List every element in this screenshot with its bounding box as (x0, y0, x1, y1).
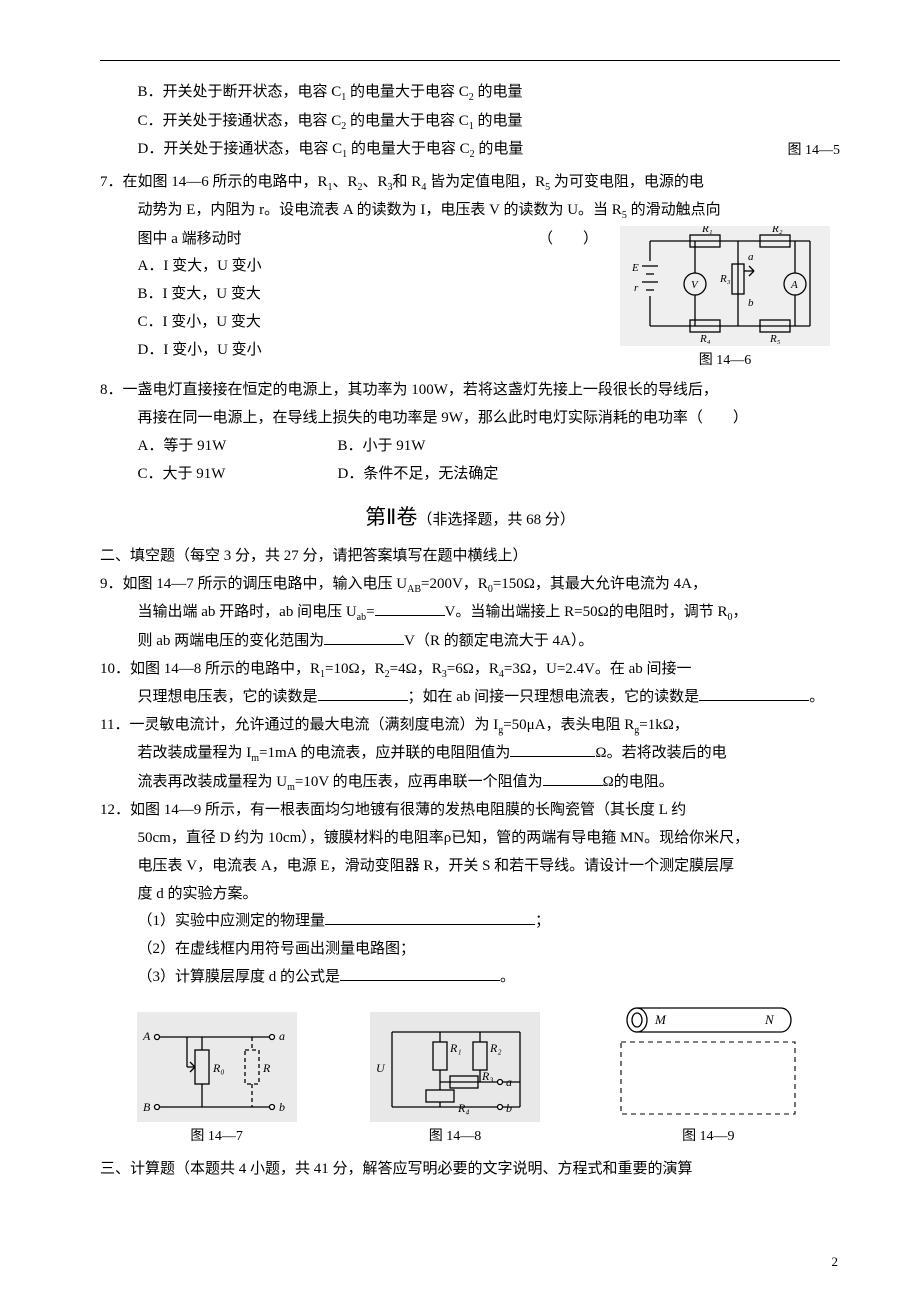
svg-text:R₂: R₂ (489, 1041, 502, 1055)
answer-paren: （ ） (538, 226, 598, 254)
q10-l1: 10．如图 14—8 所示的电路中，R1=10Ω，R2=4Ω，R3=6Ω，R4=… (100, 656, 840, 685)
figures-row: A B R₀ R a b 图 14—7 (100, 1002, 840, 1150)
q7-line1: 7．在如图 14—6 所示的电路中，R1、R2、R3和 R4 皆为定值电阻，R5… (100, 169, 840, 198)
blank-field (510, 741, 595, 758)
q12-s3: （3）计算膜层厚度 d 的公式是。 (138, 964, 841, 992)
q12-l4: 度 d 的实验方案。 (138, 881, 841, 909)
q6-option-C: C．开关处于接通状态，电容 C2 的电量大于电容 C1 的电量 (138, 108, 841, 137)
svg-text:b: b (279, 1100, 285, 1114)
q7-line3: 图中 a 端移动时 （ ） (138, 226, 603, 254)
q9-l3: 则 ab 两端电压的变化范围为V（R 的额定电流大于 4A）。 (138, 628, 841, 656)
blank-field (324, 628, 404, 645)
part2-title-small: （非选择题，共 68 分） (417, 512, 575, 528)
section3-header: 三、计算题（本题共 4 小题，共 41 分，解答应写明必要的文字说明、方程式和重… (100, 1156, 840, 1184)
q8-option-C: C．大于 91W (138, 461, 338, 489)
q8-line1: 8．一盏电灯直接接在恒定的电源上，其功率为 100W，若将这盏灯先接上一段很长的… (100, 377, 840, 405)
q9: 9．如图 14—7 所示的调压电路中，输入电压 UAB=200V，R0=150Ω… (100, 571, 840, 656)
blank-field (318, 684, 408, 701)
blank-field (543, 769, 603, 786)
q11-l3: 流表再改装成量程为 Um=10V 的电压表，应再串联一个阻值为Ω的电阻。 (138, 769, 841, 798)
section2-header: 二、填空题（每空 3 分，共 27 分，请把答案填写在题中横线上） (100, 543, 840, 571)
q9-l1: 9．如图 14—7 所示的调压电路中，输入电压 UAB=200V，R0=150Ω… (100, 571, 840, 600)
fig-14-6: R₁ R₂ E r V A a b R₃ R₄ R₅ 图 14—6 (610, 226, 840, 374)
fig-14-9: M N 图 14—9 (613, 1002, 803, 1150)
q11-l1: 11．一灵敏电流计，允许通过的最大电流（满刻度电流）为 Ig=50μA，表头电阻… (100, 712, 840, 741)
q11: 11．一灵敏电流计，允许通过的最大电流（满刻度电流）为 Ig=50μA，表头电阻… (100, 712, 840, 798)
fig-14-5-label: 图 14—5 (788, 138, 841, 164)
q7: 7．在如图 14—6 所示的电路中，R1、R2、R3和 R4 皆为定值电阻，R5… (100, 169, 840, 374)
svg-text:A: A (790, 279, 798, 291)
q10: 10．如图 14—8 所示的电路中，R1=10Ω，R2=4Ω，R3=6Ω，R4=… (100, 656, 840, 712)
svg-text:R₂: R₂ (771, 226, 783, 235)
q12-l1: 12．如图 14—9 所示，有一根表面均匀地镀有很薄的发热电阻膜的长陶瓷管（其长… (100, 797, 840, 825)
svg-text:R: R (262, 1061, 271, 1075)
q8-row2: C．大于 91W D．条件不足，无法确定 (138, 461, 841, 489)
q6-option-B: B．开关处于断开状态，电容 C1 的电量大于电容 C2 的电量 (138, 79, 841, 108)
svg-text:U: U (376, 1061, 386, 1075)
circuit-14-8-icon: U R₁ R₂ R₃ R₄ a b (370, 1012, 540, 1122)
fig-14-8-caption: 图 14—8 (370, 1124, 540, 1150)
svg-text:R₀: R₀ (212, 1061, 225, 1075)
q12: 12．如图 14—9 所示，有一根表面均匀地镀有很薄的发热电阻膜的长陶瓷管（其长… (100, 797, 840, 991)
q12-s2: （2）在虚线框内用符号画出测量电路图； (138, 936, 841, 964)
svg-text:a: a (506, 1075, 512, 1089)
svg-text:N: N (764, 1012, 775, 1027)
fig-14-7-caption: 图 14—7 (137, 1124, 297, 1150)
svg-text:R₁: R₁ (701, 226, 713, 235)
fig-14-6-caption: 图 14—6 (610, 348, 840, 374)
q12-s1: （1）实验中应测定的物理量； (138, 908, 841, 936)
blank-field (699, 684, 809, 701)
svg-text:R₅: R₅ (769, 333, 781, 345)
q11-l2: 若改装成量程为 Im=1mA 的电流表，应并联的电阻阻值为Ω。若将改装后的电 (138, 740, 841, 769)
q12-l3: 电压表 V，电流表 A，电源 E，滑动变阻器 R，开关 S 和若干导线。请设计一… (138, 853, 841, 881)
page-number: 2 (832, 1250, 839, 1274)
q8-option-A: A．等于 91W (138, 433, 338, 461)
blank-field (340, 964, 500, 981)
circuit-14-9-icon: M N (613, 1002, 803, 1122)
q8-option-D: D．条件不足，无法确定 (338, 461, 499, 489)
fig-14-8: U R₁ R₂ R₃ R₄ a b 图 14—8 (370, 1012, 540, 1150)
svg-text:b: b (748, 297, 754, 309)
q6-continued: B．开关处于断开状态，电容 C1 的电量大于电容 C2 的电量 C．开关处于接通… (100, 79, 840, 165)
svg-text:M: M (654, 1012, 667, 1027)
q8-option-B: B．小于 91W (338, 433, 426, 461)
fig-14-9-caption: 图 14—9 (613, 1124, 803, 1150)
q6-option-D: D．开关处于接通状态，电容 C1 的电量大于电容 C2 的电量 (138, 136, 841, 165)
svg-text:r: r (634, 282, 639, 294)
svg-text:R₄: R₄ (699, 333, 711, 345)
part2-title-big: 第Ⅱ卷 (365, 505, 417, 529)
circuit-14-7-icon: A B R₀ R a b (137, 1012, 297, 1122)
blank-field (325, 909, 535, 926)
svg-text:a: a (748, 251, 754, 263)
q8: 8．一盏电灯直接接在恒定的电源上，其功率为 100W，若将这盏灯先接上一段很长的… (100, 377, 840, 488)
svg-text:R₃: R₃ (481, 1069, 494, 1083)
svg-text:E: E (631, 262, 639, 274)
q8-row1: A．等于 91W B．小于 91W (138, 433, 841, 461)
q12-l2: 50cm，直径 D 约为 10cm），镀膜材料的电阻率ρ已知，管的两端有导电箍 … (138, 825, 841, 853)
svg-text:R₃: R₃ (719, 273, 731, 285)
q7-line2: 动势为 E，内阻为 r。设电流表 A 的读数为 I，电压表 V 的读数为 U。当… (138, 197, 841, 226)
blank-field (375, 600, 445, 617)
top-divider (100, 60, 840, 61)
q9-l2: 当输出端 ab 开路时，ab 间电压 Uab=V。当输出端接上 R=50Ω的电阻… (138, 599, 841, 628)
svg-text:R₄: R₄ (457, 1101, 470, 1115)
svg-text:a: a (279, 1029, 285, 1043)
q10-l2: 只理想电压表，它的读数是；如在 ab 间接一只理想电流表，它的读数是。 (138, 684, 841, 712)
svg-text:R₁: R₁ (449, 1041, 462, 1055)
q8-line2: 再接在同一电源上，在导线上损失的电功率是 9W，那么此时电灯实际消耗的电功率（ … (138, 405, 841, 433)
svg-text:b: b (506, 1101, 512, 1115)
fig-14-7: A B R₀ R a b 图 14—7 (137, 1012, 297, 1150)
svg-text:A: A (142, 1029, 151, 1043)
circuit-14-6-icon: R₁ R₂ E r V A a b R₃ R₄ R₅ (620, 226, 830, 346)
svg-text:B: B (143, 1100, 151, 1114)
part2-title: 第Ⅱ卷（非选择题，共 68 分） (100, 498, 840, 537)
